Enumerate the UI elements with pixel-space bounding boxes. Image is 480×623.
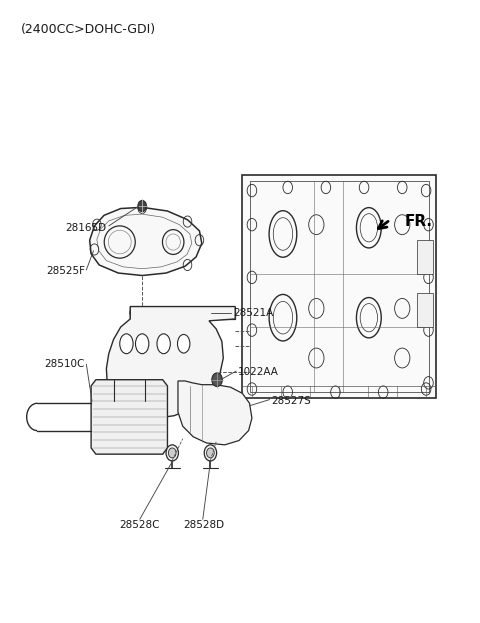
Polygon shape [242,175,436,398]
Text: FR.: FR. [405,214,432,229]
Circle shape [204,445,216,461]
Ellipse shape [135,334,149,354]
Text: (2400CC>DOHC-GDI): (2400CC>DOHC-GDI) [21,23,156,36]
Ellipse shape [186,308,201,318]
Circle shape [168,448,176,458]
Text: 28528D: 28528D [184,520,225,530]
Polygon shape [90,207,202,275]
Text: 28528C: 28528C [120,520,160,530]
Text: 1022AA: 1022AA [238,368,278,378]
Polygon shape [91,380,168,454]
Polygon shape [417,293,433,327]
Ellipse shape [163,308,179,318]
Circle shape [206,448,214,458]
Text: 28527S: 28527S [271,396,311,406]
Polygon shape [130,307,235,319]
Text: 28525F: 28525F [46,266,85,276]
Polygon shape [178,381,252,445]
Ellipse shape [178,335,190,353]
Polygon shape [107,307,235,418]
Text: 28165D: 28165D [65,223,107,233]
Polygon shape [417,240,433,274]
Text: 28510C: 28510C [45,359,85,369]
Circle shape [138,201,146,212]
Circle shape [166,445,179,461]
Ellipse shape [120,334,133,354]
Text: 28521A: 28521A [233,308,273,318]
Ellipse shape [141,308,156,318]
Ellipse shape [208,308,224,318]
Circle shape [212,373,222,386]
Ellipse shape [157,334,170,354]
